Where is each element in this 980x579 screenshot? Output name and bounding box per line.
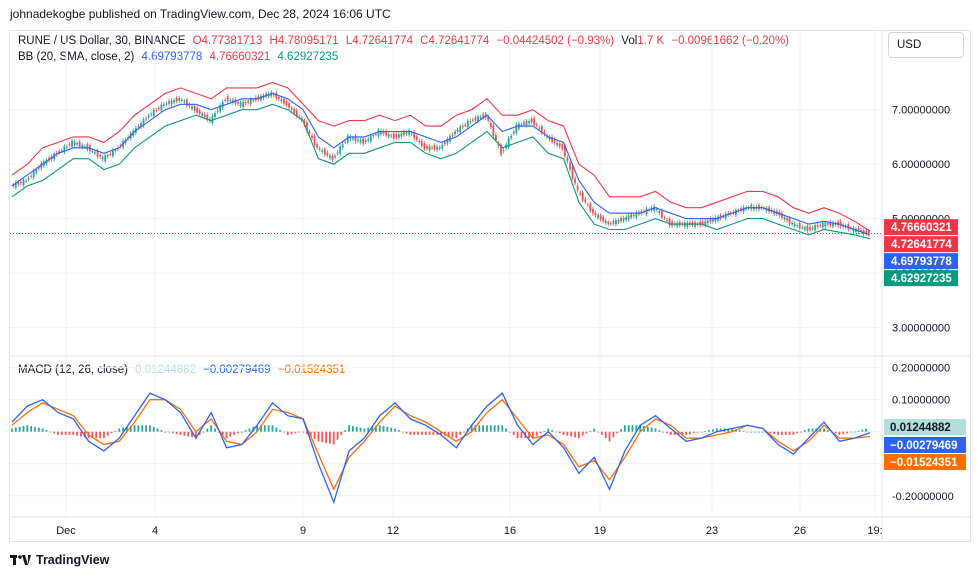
bb-label[interactable]: BB (20, SMA, close, 2)	[18, 51, 135, 63]
bb-upper-value: 4.76660321	[209, 51, 271, 63]
macd-signal-value: −0.01524351	[277, 364, 346, 376]
symbol-name[interactable]: RUNE / US Dollar, 30, BINANCE	[18, 35, 186, 47]
footer: TradingView	[10, 553, 109, 567]
macd-hist-value: 0.01244882	[135, 364, 196, 376]
symbol-legend: RUNE / US Dollar, 30, BINANCE O4.7738171…	[18, 35, 793, 47]
ohlc-close: C4.72641774	[420, 35, 490, 47]
macd-label[interactable]: MACD (12, 26, close)	[18, 364, 128, 376]
ohlc-high: H4.78095171	[269, 35, 339, 47]
price-change: −0.04424502 (−0.93%)	[496, 35, 615, 47]
tradingview-logo-icon	[10, 555, 31, 565]
footer-brand: TradingView	[36, 553, 110, 567]
chart-frame[interactable]	[9, 30, 971, 542]
volume-change: −0.00961662 (−0.20%)	[671, 35, 790, 47]
volume-value: 1.7 K	[637, 35, 665, 47]
macd-legend: MACD (12, 26, close) 0.01244882 −0.00279…	[18, 364, 349, 376]
bb-legend: BB (20, SMA, close, 2) 4.69793778 4.7666…	[18, 51, 342, 63]
published-by-text: johnadekogbe published on TradingView.co…	[10, 7, 391, 21]
bb-lower-value: 4.62927235	[277, 51, 339, 63]
macd-line-value: −0.00279469	[203, 364, 271, 376]
ohlc-open: O4.77381713	[192, 35, 263, 47]
volume-label: Vol	[621, 35, 638, 47]
ohlc-low: L4.72641774	[345, 35, 413, 47]
bb-basis-value: 4.69793778	[141, 51, 203, 63]
currency-button[interactable]: USD	[888, 32, 964, 58]
